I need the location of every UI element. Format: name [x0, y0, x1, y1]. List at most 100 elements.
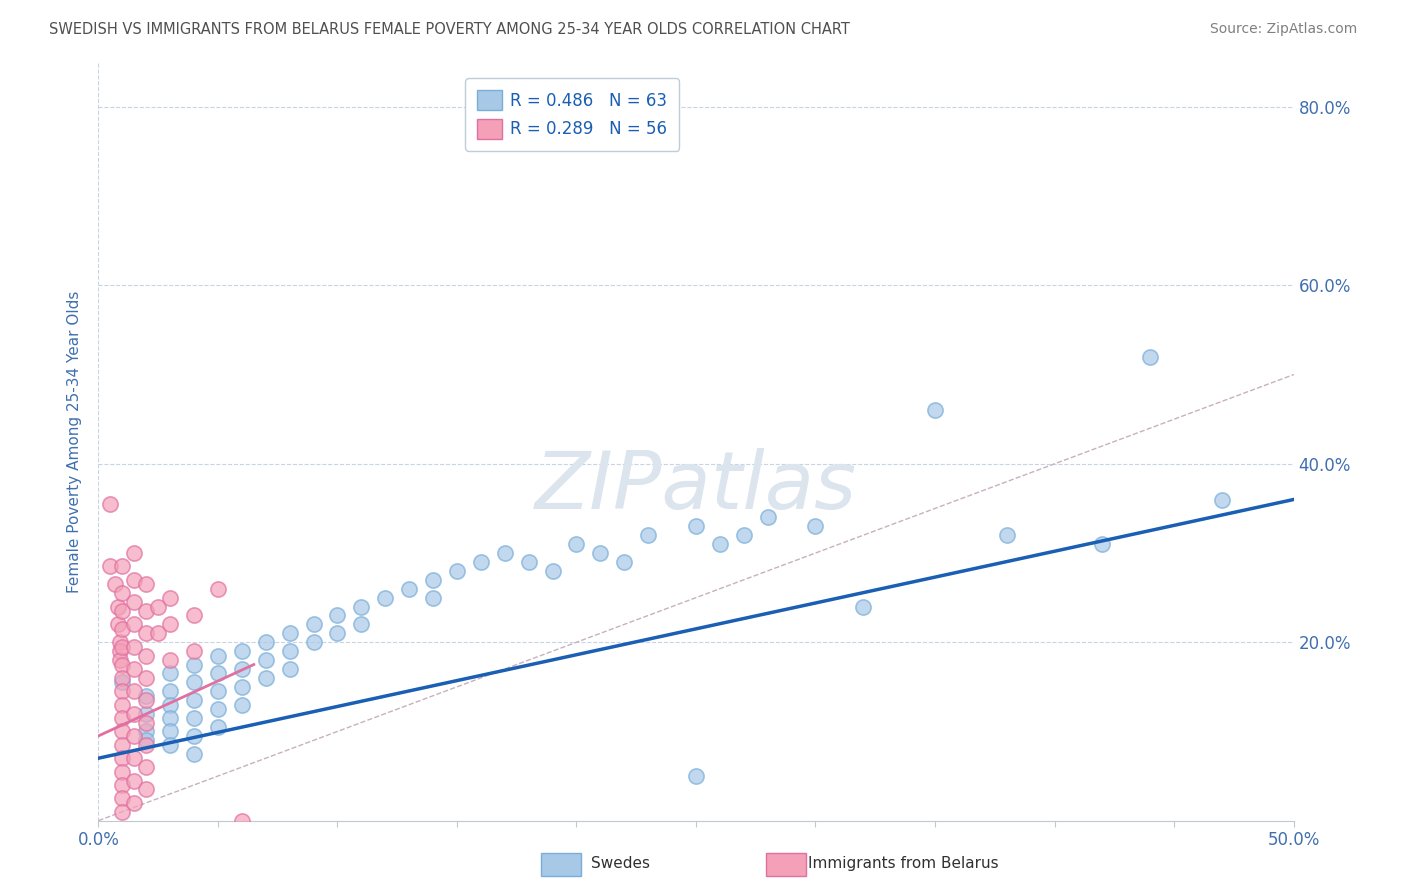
Point [278, 626, 301, 640]
Point [148, 599, 170, 614]
Point [207, 684, 229, 698]
Point [124, 684, 146, 698]
Point [183, 747, 205, 761]
Point [254, 635, 277, 649]
Point [135, 715, 157, 730]
Point [108, 635, 131, 649]
Point [124, 617, 146, 632]
Point [111, 724, 134, 739]
Point [159, 617, 181, 632]
Point [350, 617, 373, 632]
Point [613, 555, 636, 569]
Point [135, 693, 157, 707]
Point [135, 689, 157, 703]
Point [159, 724, 181, 739]
Text: ZIPatlas: ZIPatlas [534, 448, 858, 526]
Point [231, 644, 253, 658]
Point [183, 675, 205, 690]
Point [98, 497, 122, 511]
Point [124, 796, 146, 810]
Point [302, 617, 325, 632]
Point [111, 684, 134, 698]
Point [756, 510, 779, 524]
Point [494, 546, 516, 560]
Point [124, 573, 146, 587]
Point [924, 403, 946, 417]
Point [104, 577, 127, 591]
Point [541, 564, 564, 578]
Point [111, 671, 134, 685]
Point [231, 814, 253, 828]
Point [398, 582, 420, 596]
Point [135, 671, 157, 685]
Point [111, 778, 134, 792]
Point [517, 555, 540, 569]
Point [326, 626, 349, 640]
Point [183, 608, 205, 623]
Point [422, 591, 444, 605]
Point [995, 528, 1018, 542]
Point [470, 555, 492, 569]
Point [207, 582, 229, 596]
Point [183, 729, 205, 743]
Point [278, 662, 301, 676]
Point [159, 738, 181, 752]
Point [111, 675, 134, 690]
Y-axis label: Female Poverty Among 25-34 Year Olds: Female Poverty Among 25-34 Year Olds [67, 291, 83, 592]
Point [565, 537, 588, 551]
Point [135, 648, 157, 663]
Point [231, 698, 253, 712]
Point [124, 640, 146, 654]
Point [111, 751, 134, 765]
Text: Swedes: Swedes [591, 856, 650, 871]
Point [183, 693, 205, 707]
Point [422, 573, 444, 587]
Point [446, 564, 468, 578]
Point [254, 653, 277, 667]
Text: SWEDISH VS IMMIGRANTS FROM BELARUS FEMALE POVERTY AMONG 25-34 YEAR OLDS CORRELAT: SWEDISH VS IMMIGRANTS FROM BELARUS FEMAL… [49, 22, 851, 37]
Point [374, 591, 396, 605]
Point [278, 644, 301, 658]
Point [733, 528, 755, 542]
Point [183, 711, 205, 725]
Point [135, 738, 157, 752]
Point [111, 657, 134, 672]
Point [111, 559, 134, 574]
Point [111, 622, 134, 636]
Point [124, 706, 146, 721]
Point [124, 773, 146, 788]
Point [159, 698, 181, 712]
Point [207, 666, 229, 681]
Point [254, 671, 277, 685]
Point [148, 626, 170, 640]
Point [135, 626, 157, 640]
Point [637, 528, 659, 542]
Point [207, 720, 229, 734]
Point [108, 644, 131, 658]
Point [1139, 350, 1161, 364]
Point [98, 559, 122, 574]
Point [159, 591, 181, 605]
Point [135, 782, 157, 797]
Point [135, 760, 157, 774]
Point [135, 733, 157, 747]
Text: Source: ZipAtlas.com: Source: ZipAtlas.com [1209, 22, 1357, 37]
Point [207, 648, 229, 663]
Point [135, 724, 157, 739]
Point [159, 666, 181, 681]
Legend: R = 0.486   N = 63, R = 0.289   N = 56: R = 0.486 N = 63, R = 0.289 N = 56 [465, 78, 679, 151]
Point [111, 791, 134, 805]
Point [159, 653, 181, 667]
Point [302, 635, 325, 649]
Point [111, 711, 134, 725]
Point [107, 617, 129, 632]
Point [135, 706, 157, 721]
Point [852, 599, 875, 614]
Point [111, 586, 134, 600]
Point [124, 751, 146, 765]
Point [107, 599, 129, 614]
Point [804, 519, 827, 533]
Point [135, 604, 157, 618]
Point [350, 599, 373, 614]
Point [124, 546, 146, 560]
